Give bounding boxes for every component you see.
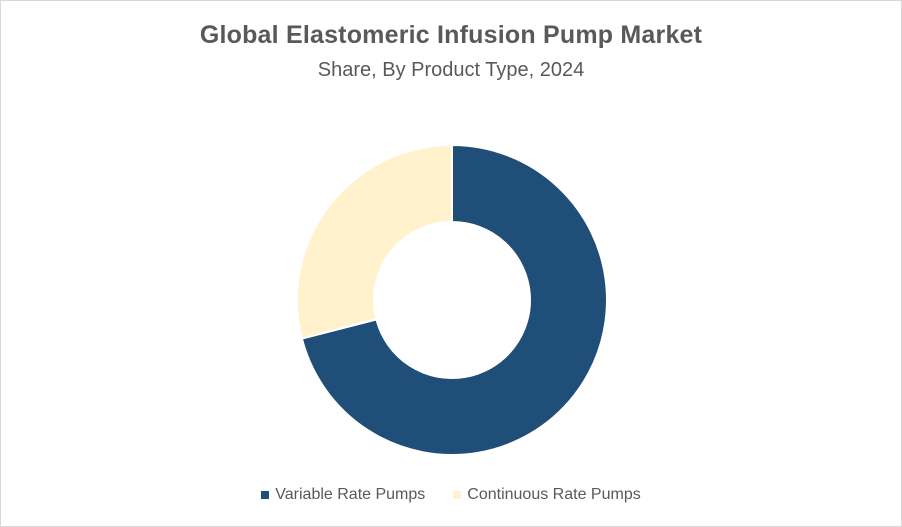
legend-item-continuous-rate-pumps: Continuous Rate Pumps: [453, 486, 641, 504]
slice-variable-rate-pumps: [300, 143, 608, 456]
slice-continuous-rate-pumps: [296, 143, 453, 340]
legend-item-variable-rate-pumps: Variable Rate Pumps: [261, 486, 425, 504]
legend-swatch-continuous-rate-pumps: [453, 491, 462, 499]
legend-label-variable-rate-pumps: Variable Rate Pumps: [275, 486, 426, 503]
chart-title: Global Elastomeric Infusion Pump Market: [199, 21, 703, 49]
legend-label-continuous-rate-pumps: Continuous Rate Pumps: [467, 486, 641, 503]
legend-swatch-variable-rate-pumps: [261, 491, 270, 499]
legend: Variable Rate Pumps Continuous Rate Pump…: [1, 486, 901, 504]
chart-subtitle: Share, By Product Type, 2024: [317, 59, 585, 81]
